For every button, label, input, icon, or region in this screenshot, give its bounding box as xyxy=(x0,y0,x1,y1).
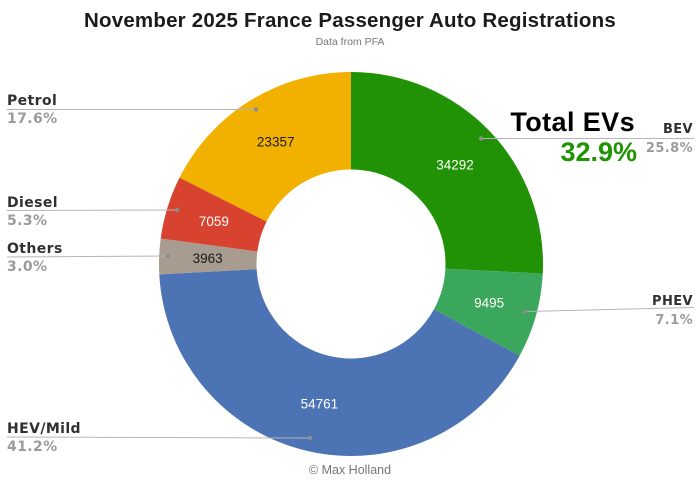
callout-others: Others 3.0% xyxy=(7,241,63,275)
segment-value-label-others: 3963 xyxy=(193,251,223,266)
leader-lines xyxy=(6,107,695,441)
callout-bev-pct: 25.8% xyxy=(645,141,693,156)
callout-petrol-pct: 17.6% xyxy=(7,111,58,127)
chart-title: November 2025 France Passenger Auto Regi… xyxy=(84,9,616,32)
callout-hev-mild-pct: 41.2% xyxy=(7,439,58,455)
leader-dot-phev xyxy=(522,309,528,314)
segment-value-label-petrol: 23357 xyxy=(257,134,295,149)
segment-value-labels: 34292 9495 54761 3963 7059 23357 xyxy=(193,134,505,411)
segment-hev-mild[interactable] xyxy=(159,269,520,456)
leader-hev xyxy=(6,436,311,439)
leader-dot-diesel xyxy=(174,207,180,213)
segment-value-label-hev-mild: 54761 xyxy=(301,397,339,412)
donut-segments xyxy=(158,72,544,456)
callout-others-pct: 3.0% xyxy=(7,259,48,275)
total-evs-label: Total EVs xyxy=(510,107,635,137)
callout-petrol: Petrol 17.6% xyxy=(7,93,58,127)
segment-bev[interactable] xyxy=(351,72,544,274)
callout-phev-name: PHEV xyxy=(652,294,693,309)
callout-bev: BEV 25.8% xyxy=(646,123,693,156)
leader-phev xyxy=(524,307,695,312)
callout-phev-pct: 7.1% xyxy=(655,313,693,328)
callout-diesel-name: Diesel xyxy=(7,195,58,211)
segment-value-label-diesel: 7059 xyxy=(199,214,229,229)
callout-others-name: Others xyxy=(7,241,63,257)
total-evs-percentage: 32.9% xyxy=(560,137,637,167)
leader-dot-petrol xyxy=(253,107,259,112)
callout-hev-mild-name: HEV/Mild xyxy=(7,421,81,437)
segment-diesel[interactable] xyxy=(160,177,267,252)
segment-value-label-bev: 34292 xyxy=(436,158,474,173)
callout-diesel-pct: 5.3% xyxy=(7,213,48,229)
segment-value-label-phev: 9495 xyxy=(474,295,504,310)
leader-dot-bev xyxy=(478,136,484,141)
segment-petrol[interactable] xyxy=(179,72,351,222)
callout-phev: PHEV 7.1% xyxy=(652,295,693,328)
callout-petrol-name: Petrol xyxy=(7,93,58,109)
chart-subtitle: Data from PFA xyxy=(315,36,385,48)
segment-others[interactable] xyxy=(158,238,258,275)
callout-hev-mild: HEV/Mild 41.2% xyxy=(7,421,81,455)
leader-others xyxy=(6,255,169,258)
segment-phev[interactable] xyxy=(433,268,543,356)
credit-footer: © Max Holland xyxy=(308,463,392,477)
leader-dot-hev xyxy=(307,435,313,441)
callout-diesel: Diesel 5.3% xyxy=(7,195,58,229)
leader-dot-others xyxy=(165,253,171,259)
callout-bev-name: BEV xyxy=(662,122,693,137)
leader-diesel xyxy=(6,209,178,211)
